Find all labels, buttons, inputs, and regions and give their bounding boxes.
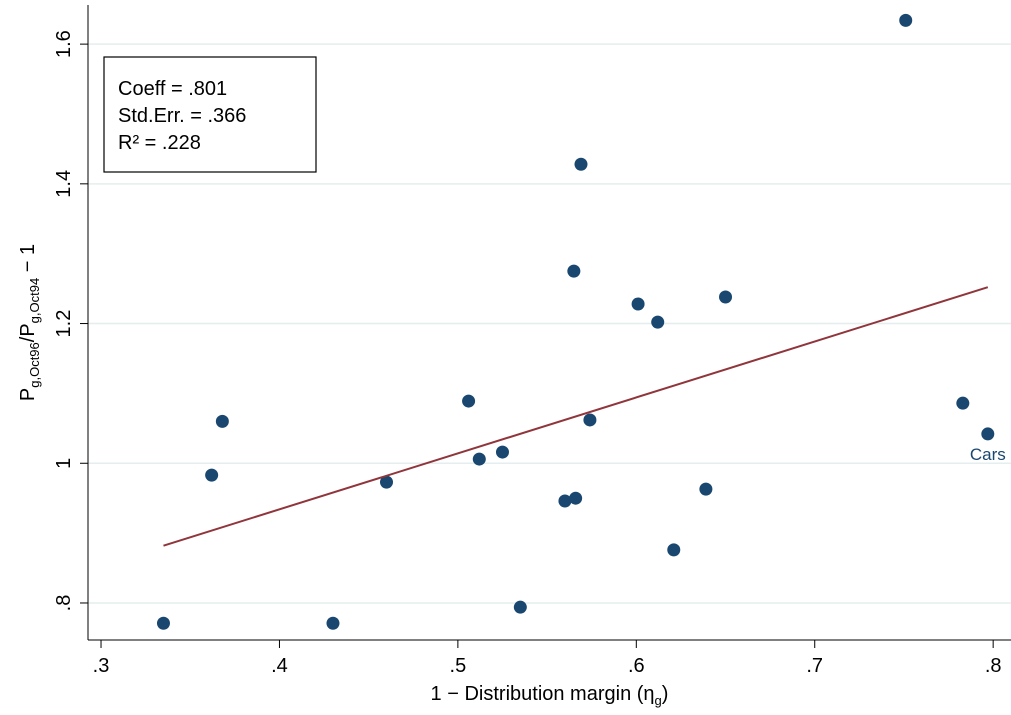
point (215, 414, 229, 428)
point (956, 396, 970, 410)
point (667, 543, 681, 557)
fit-line (163, 286, 989, 547)
point (326, 616, 340, 630)
point (569, 491, 583, 505)
point (380, 475, 394, 489)
y-tick-label: 1 (53, 458, 75, 469)
stats-line: Coeff = .801 (118, 78, 227, 100)
y-tick-label: .8 (53, 595, 75, 612)
label-part: 1 − Distribution margin (η (431, 683, 655, 705)
label-subscript: g,Oct96 (27, 342, 42, 388)
point (583, 413, 597, 427)
label-part: − 1 (17, 244, 39, 278)
point (205, 468, 219, 482)
label-part: P (17, 388, 39, 401)
y-label: Pg,Oct96/Pg,Oct94 − 1 (17, 244, 42, 401)
point (156, 616, 170, 630)
point (567, 264, 581, 278)
point (495, 445, 509, 459)
label-part: ) (662, 683, 669, 705)
label-subscript: g,Oct94 (27, 278, 42, 324)
y-tick-label: 1.2 (53, 310, 75, 338)
point (472, 452, 486, 466)
stats-line: Std.Err. = .366 (118, 105, 246, 127)
x-tick-label: .6 (628, 655, 645, 677)
stats-line: R² = .228 (118, 132, 201, 154)
point (651, 315, 665, 329)
x-tick-label: .8 (985, 655, 1002, 677)
point (631, 297, 645, 311)
x-tick-label: .7 (806, 655, 823, 677)
point (981, 427, 995, 441)
point (699, 482, 713, 496)
point (574, 157, 588, 171)
x-tick-label: .4 (271, 655, 288, 677)
point (558, 494, 572, 508)
label-part: /P (17, 323, 39, 342)
point (513, 600, 527, 614)
x-label: 1 − Distribution margin (ηg) (431, 683, 669, 708)
y-tick-label: 1.6 (53, 30, 75, 58)
point (899, 13, 913, 27)
x-tick-label: .5 (450, 655, 467, 677)
point (719, 290, 733, 304)
point (462, 394, 476, 408)
x-tick-label: .3 (93, 655, 110, 677)
y-tick-label: 1.4 (53, 170, 75, 198)
label-subscript: g (655, 693, 662, 708)
stats-box (103, 56, 317, 173)
point-label: Cars (970, 445, 1006, 464)
